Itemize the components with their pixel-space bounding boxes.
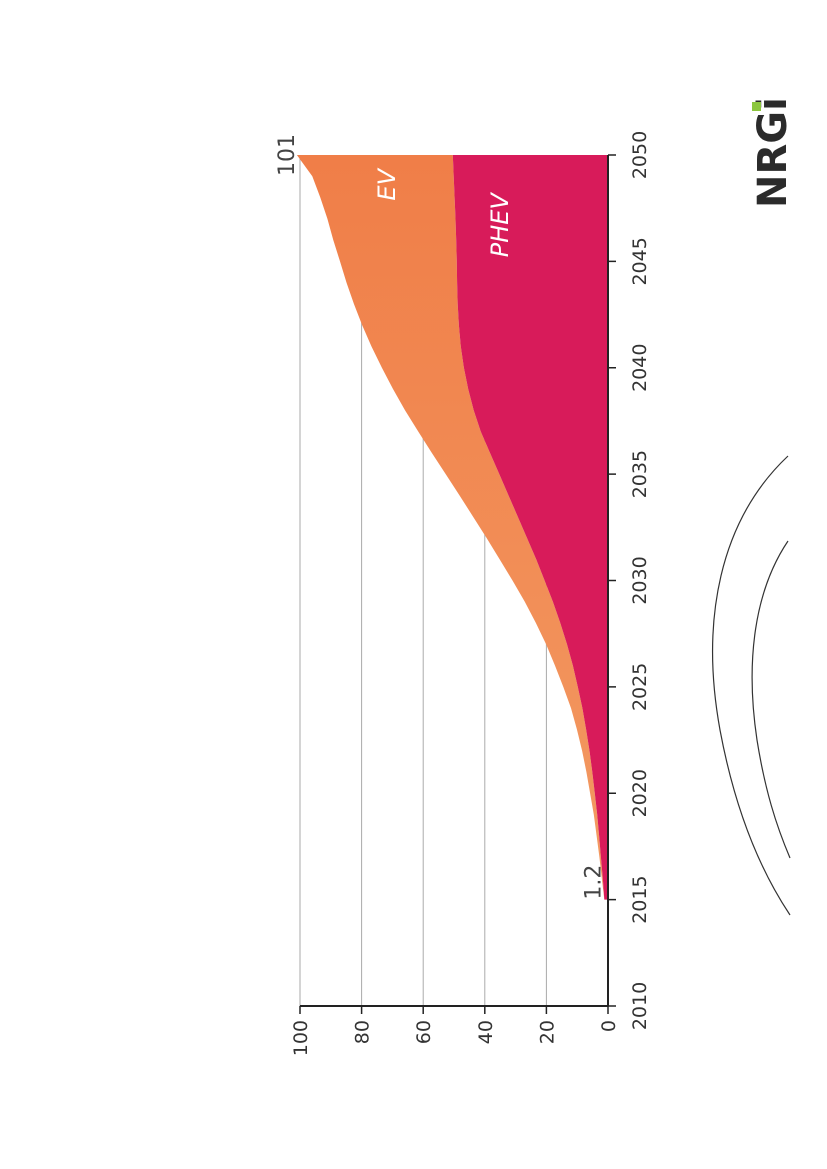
y-tick-label-40: 40	[475, 1020, 497, 1044]
x-tick-label-2025: 2025	[629, 663, 651, 711]
x-tick-label-2045: 2045	[629, 237, 651, 285]
plot-area: 2010201520202025203020352040204520500204…	[275, 131, 651, 1056]
y-tick-label-0: 0	[598, 1020, 620, 1032]
logo-dot	[752, 102, 761, 111]
nrgi-logo: NRGi	[750, 97, 796, 208]
x-tick-label-2020: 2020	[629, 769, 651, 817]
x-tick-label-2015: 2015	[629, 875, 651, 923]
area-ev	[296, 155, 605, 900]
x-tick-label-2050: 2050	[629, 131, 651, 179]
outer-arc	[712, 455, 791, 916]
logo-text: NRGi	[750, 97, 796, 208]
x-tick-label-2040: 2040	[629, 344, 651, 392]
y-tick-label-20: 20	[536, 1020, 558, 1044]
y-tick-label-80: 80	[352, 1020, 374, 1044]
series-label-phev: PHEV	[486, 192, 514, 258]
x-tick-label-2010: 2010	[629, 982, 651, 1030]
inner-arc	[751, 540, 791, 859]
series-label-ev: EV	[373, 167, 401, 200]
annotation-end: 101	[275, 134, 300, 176]
y-tick-label-100: 100	[290, 1020, 312, 1056]
x-tick-label-2030: 2030	[629, 556, 651, 604]
y-tick-label-60: 60	[413, 1020, 435, 1044]
annotation-start: 1.2	[581, 865, 606, 900]
decorative-curves	[712, 455, 791, 916]
x-tick-label-2035: 2035	[629, 450, 651, 498]
area-phev	[452, 155, 608, 900]
